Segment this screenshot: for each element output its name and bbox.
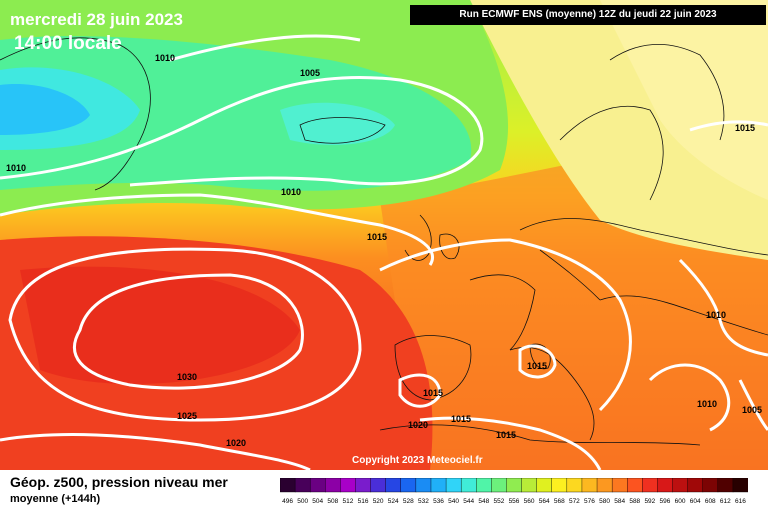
isobar-label: 1010 xyxy=(155,53,175,63)
scale-swatch xyxy=(491,478,507,493)
run-info-banner: Run ECMWF ENS (moyenne) 12Z du jeudi 22 … xyxy=(410,5,766,25)
isobar-label: 1010 xyxy=(706,310,726,320)
isobar-label: 1010 xyxy=(697,399,717,409)
scale-swatch xyxy=(732,478,748,493)
scale-value-label: 592 xyxy=(644,498,655,505)
scale-swatch xyxy=(340,478,356,493)
scale-value-label: 612 xyxy=(720,498,731,505)
forecast-time: 14:00 locale xyxy=(14,33,122,54)
scale-value-label: 580 xyxy=(599,498,610,505)
scale-swatch xyxy=(325,478,341,493)
scale-swatch xyxy=(415,478,432,493)
scale-swatch xyxy=(385,478,402,493)
isobar-label: 1015 xyxy=(451,414,471,424)
isobar-label: 1015 xyxy=(496,430,516,440)
isobar-label: 1030 xyxy=(177,372,197,382)
scale-swatch xyxy=(702,478,719,493)
scale-value-label: 544 xyxy=(463,498,474,505)
scale-value-label: 504 xyxy=(312,498,323,505)
scale-value-label: 584 xyxy=(614,498,625,505)
isobars xyxy=(0,34,768,470)
scale-swatch xyxy=(370,478,387,493)
scale-swatch xyxy=(627,478,643,493)
scale-swatch xyxy=(430,478,447,493)
scale-swatch xyxy=(506,478,523,493)
scale-value-label: 556 xyxy=(509,498,520,505)
scale-value-label: 552 xyxy=(493,498,504,505)
scale-swatch xyxy=(280,478,296,493)
isobar-label: 1005 xyxy=(300,68,320,78)
forecast-date: mercredi 28 juin 2023 xyxy=(10,10,183,29)
isobar-labels: 1010 1005 1015 1010 1015 1010 1030 1025 … xyxy=(6,53,762,448)
scale-value-label: 500 xyxy=(297,498,308,505)
scale-swatch xyxy=(460,478,477,493)
scale-swatch xyxy=(400,478,417,493)
scale-value-label: 516 xyxy=(358,498,369,505)
color-scale-legend: 496 500 504 508 512 516 520 524 528 532 536 540 544 5… xyxy=(280,478,748,505)
scale-value-label: 512 xyxy=(343,498,354,505)
coastlines xyxy=(0,37,768,446)
scale-value-label: 560 xyxy=(524,498,535,505)
scale-swatch xyxy=(642,478,658,493)
isobar-label: 1020 xyxy=(408,420,428,430)
scale-swatch xyxy=(596,478,613,493)
isobar-label: 1005 xyxy=(742,405,762,415)
isobar-label: 1015 xyxy=(367,232,387,242)
scale-value-label: 616 xyxy=(735,498,746,505)
scale-swatch xyxy=(521,478,538,493)
scale-value-label: 564 xyxy=(539,498,550,505)
isobar-label: 1015 xyxy=(527,361,547,371)
scale-value-label: 528 xyxy=(403,498,414,505)
scale-swatch xyxy=(672,478,689,493)
scale-swatch xyxy=(717,478,734,493)
scale-swatch xyxy=(294,478,311,493)
scale-value-label: 604 xyxy=(690,498,701,505)
scale-value-label: 496 xyxy=(282,498,293,505)
scale-value-label: 520 xyxy=(373,498,384,505)
scale-value-label: 588 xyxy=(629,498,640,505)
scale-value-label: 548 xyxy=(478,498,489,505)
scale-swatch xyxy=(445,478,462,493)
weather-map: 1010 1005 1015 1010 1015 1010 1030 1025 … xyxy=(0,0,768,470)
copyright-text: Copyright 2023 Meteociel.fr xyxy=(352,455,483,466)
scale-swatch xyxy=(581,478,598,493)
scale-swatch xyxy=(611,478,628,493)
scale-swatch xyxy=(536,478,553,493)
scale-value-label: 572 xyxy=(569,498,580,505)
isobar-label: 1025 xyxy=(177,411,197,421)
isobar-label: 1010 xyxy=(6,163,26,173)
scale-value-label: 576 xyxy=(584,498,595,505)
scale-value-label: 596 xyxy=(660,498,671,505)
scale-value-label: 536 xyxy=(433,498,444,505)
isobar-label: 1010 xyxy=(281,187,301,197)
scale-swatch xyxy=(355,478,372,493)
scale-value-label: 532 xyxy=(418,498,429,505)
scale-swatch xyxy=(657,478,674,493)
scale-swatch xyxy=(687,478,704,493)
scale-value-label: 608 xyxy=(705,498,716,505)
scale-value-label: 524 xyxy=(388,498,399,505)
scale-swatch xyxy=(551,478,568,493)
scale-value-label: 540 xyxy=(448,498,459,505)
map-subtitle: moyenne (+144h) xyxy=(10,493,101,505)
isobar-label: 1015 xyxy=(423,388,443,398)
scale-swatch xyxy=(476,478,492,493)
scale-value-label: 568 xyxy=(554,498,565,505)
scale-swatch xyxy=(566,478,583,493)
isobar-label: 1020 xyxy=(226,438,246,448)
scale-swatch xyxy=(309,478,326,493)
scale-value-label: 508 xyxy=(327,498,338,505)
map-title: Géop. z500, pression niveau mer xyxy=(10,474,228,490)
scale-value-label: 600 xyxy=(675,498,686,505)
isobar-label: 1015 xyxy=(735,123,755,133)
